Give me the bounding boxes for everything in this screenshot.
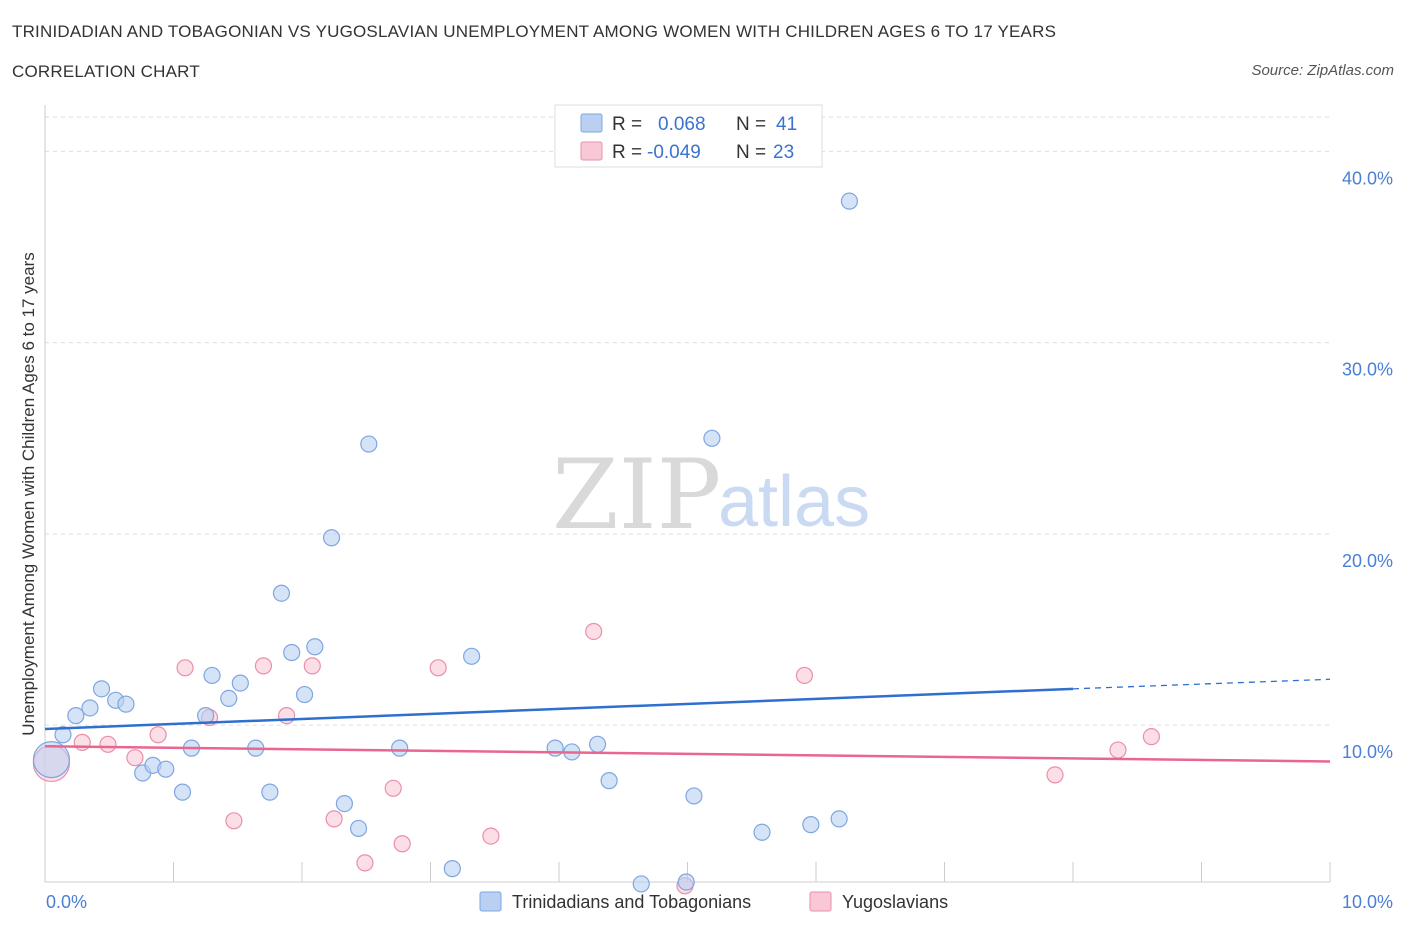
bottom-legend-blue-swatch	[479, 891, 502, 912]
trinidadian-point-25	[360, 435, 378, 453]
yugoslavian-point-16	[482, 827, 500, 845]
bottom-legend-pink-label: Yugoslavians	[842, 892, 948, 912]
legend-blue-swatch	[580, 113, 603, 133]
correlation-legend: R = 0.068 N = 41 R = -0.049 N = 23	[554, 104, 823, 168]
trinidadian-point-13	[203, 666, 221, 685]
watermark-zip: ZIP	[552, 439, 721, 551]
x-tick-label-min: 0.0%	[46, 892, 87, 912]
legend-pink-swatch	[580, 141, 603, 161]
yugoslavian-point-3	[126, 749, 144, 767]
trinidadian-point-22	[322, 529, 341, 547]
yugoslavian-point-11	[325, 810, 343, 828]
trinidadian-point-14	[220, 689, 238, 708]
trinidadian-point-40	[840, 192, 859, 210]
yugoslavian-point-4	[149, 726, 167, 744]
legend-n-value-2: 23	[773, 142, 794, 163]
trinidadian-point-4	[92, 680, 111, 698]
legend-r-value-1: 0.068	[658, 114, 706, 135]
trinidadian-point-35	[685, 787, 703, 805]
trendline-trinidadian-extension	[1072, 678, 1331, 690]
yugoslavian-point-10	[303, 657, 321, 675]
x-tick-labels: 0.0% 10.0%	[46, 892, 1393, 912]
yugoslavian-point-1	[73, 733, 91, 751]
trendline-yugoslavian	[44, 744, 1331, 763]
yugoslavian-point-2	[99, 735, 117, 753]
trinidadian-point-10	[173, 783, 192, 801]
trinidadian-point-0	[32, 740, 71, 779]
trinidadian-point-34	[677, 873, 695, 891]
trinidadian-point-6	[117, 695, 135, 713]
trinidadian-point-9	[157, 760, 175, 778]
legend-n-label-1: N =	[736, 114, 766, 135]
legend-n-label-2: N =	[736, 142, 766, 163]
trendline-trinidadian	[44, 687, 1074, 731]
yugoslavian-point-22	[1142, 728, 1160, 746]
yugoslavian-point-12	[356, 854, 374, 872]
yugoslavian-point-7	[225, 812, 243, 830]
series-legend: Trinidadians and Tobagonians Yugoslavian…	[479, 891, 948, 912]
trinidadian-point-24	[349, 819, 368, 838]
yugoslavian-point-20	[1046, 766, 1064, 784]
yugoslavian-point-5	[176, 659, 194, 677]
watermark-atlas: atlas	[718, 462, 870, 542]
trinidadian-point-1	[54, 726, 72, 744]
bottom-legend-pink-swatch	[809, 891, 832, 912]
trinidadian-point-20	[295, 685, 314, 704]
trinidadian-point-31	[588, 735, 607, 753]
trinidadian-point-29	[546, 739, 564, 757]
x-tick-label-max: 10.0%	[1342, 892, 1393, 912]
trinidadian-point-36	[703, 429, 721, 447]
trinidadian-point-17	[261, 783, 279, 801]
trinidadian-point-15	[231, 674, 249, 692]
series-trinidadians-and-tobagonians	[32, 192, 859, 893]
yugoslavian-point-19	[795, 666, 814, 685]
trinidadian-point-23	[335, 794, 354, 813]
legend-n-value-1: 41	[776, 114, 797, 135]
y-tick-label-40: 40.0%	[1342, 168, 1393, 188]
yugoslavian-point-8	[254, 657, 273, 675]
y-axis-label: Unemployment Among Women with Children A…	[19, 252, 38, 736]
trendlines	[44, 678, 1331, 763]
legend-r-label-1: R =	[612, 114, 642, 135]
y-tick-label-20: 20.0%	[1342, 551, 1393, 571]
y-tick-labels: 10.0% 20.0% 30.0% 40.0%	[1342, 168, 1393, 762]
trinidadian-point-32	[600, 772, 618, 790]
trinidadian-point-26	[391, 739, 409, 757]
gridlines	[45, 116, 1330, 726]
y-tick-label-10: 10.0%	[1342, 742, 1393, 762]
chart-title: TRINIDADIAN AND TOBAGONIAN VS YUGOSLAVIA…	[12, 22, 1057, 41]
trinidadian-point-18	[272, 584, 291, 602]
trinidadian-point-33	[632, 875, 650, 893]
trinidadian-point-38	[802, 816, 820, 834]
trinidadian-point-2	[67, 707, 85, 725]
yugoslavian-point-9	[277, 707, 296, 725]
trinidadian-point-21	[306, 638, 324, 656]
yugoslavian-point-14	[393, 835, 411, 853]
source-label: Source: ZipAtlas.com	[1251, 62, 1394, 79]
bottom-legend-blue-label: Trinidadians and Tobagonians	[512, 892, 751, 912]
yugoslavian-point-17	[585, 622, 603, 641]
yugoslavian-point-13	[384, 779, 402, 797]
y-tick-label-30: 30.0%	[1342, 360, 1393, 380]
trinidadian-point-3	[81, 699, 99, 717]
trinidadian-point-27	[443, 860, 461, 878]
trinidadian-point-12	[197, 707, 215, 725]
yugoslavian-point-15	[429, 659, 447, 677]
chart-subtitle: CORRELATION CHART	[12, 62, 200, 81]
trinidadian-point-19	[283, 643, 301, 662]
trinidadian-point-37	[753, 823, 771, 841]
yugoslavian-point-21	[1109, 741, 1127, 759]
trinidadian-point-39	[830, 810, 848, 828]
legend-r-label-2: R =	[612, 142, 642, 163]
legend-r-value-2: -0.049	[647, 142, 701, 163]
trinidadian-point-28	[463, 647, 481, 665]
